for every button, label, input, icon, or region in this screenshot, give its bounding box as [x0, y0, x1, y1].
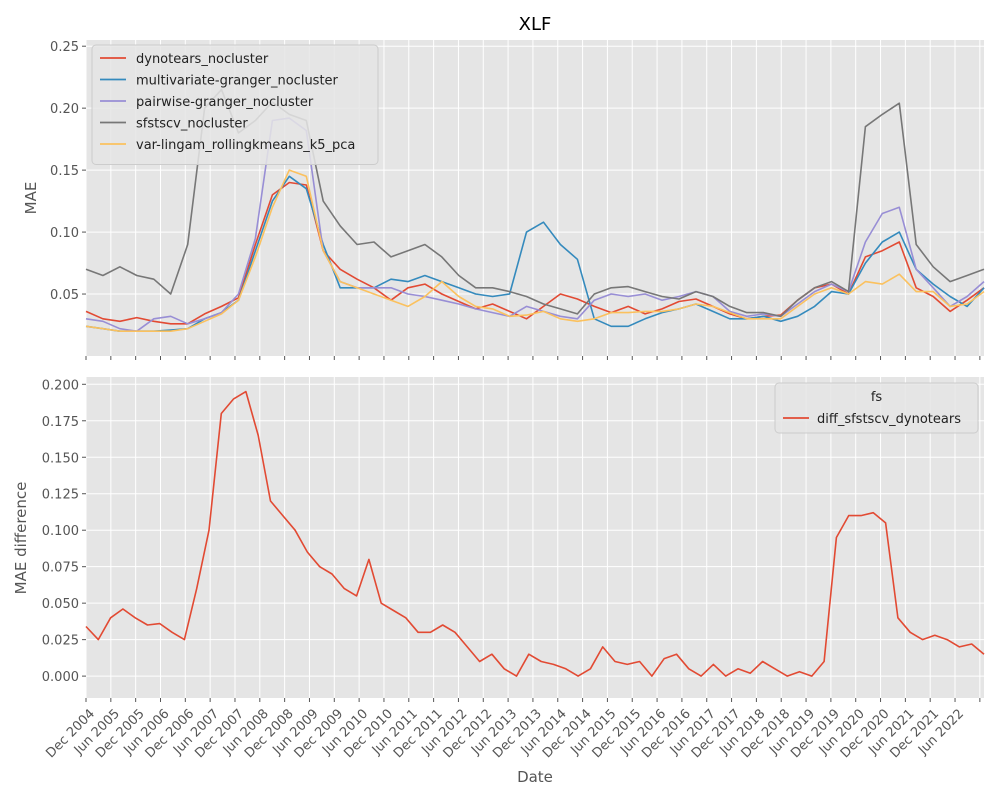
bottom-panel: 0.000 0.025 0.050 0.075 0.100 0.125 0.150 0.175… — [12, 377, 985, 786]
y-tick-label: 0.100 — [42, 524, 79, 539]
legend-title: fs — [871, 390, 883, 405]
y-tick-label: 0.075 — [42, 561, 79, 576]
legend-entry: diff_sfstscv_dynotears — [817, 412, 961, 427]
legend-entry: sfstscv_nocluster — [136, 117, 248, 132]
y-tick-label: 0.175 — [42, 415, 79, 430]
bottom-series-lines — [85, 390, 985, 677]
legend-entry: dynotears_nocluster — [136, 52, 269, 67]
legend-entry: pairwise-granger_nocluster — [136, 95, 314, 110]
y-tick-label: 0.000 — [42, 670, 79, 685]
top-panel: 0.05 0.10 0.15 0.20 0.25 MAE dynotears_noclu… — [22, 40, 985, 360]
y-tick-label: 0.025 — [42, 634, 79, 649]
x-axis-label: Date — [517, 768, 553, 786]
bottom-y-axis-label: MAE difference — [12, 482, 30, 595]
legend-box — [91, 44, 379, 165]
bottom-y-ticks: 0.000 0.025 0.050 0.075 0.100 0.125 0.150 0.175… — [42, 378, 86, 685]
y-tick-label: 0.10 — [50, 226, 79, 241]
series-line-pairwise-granger_nocluster — [85, 117, 985, 333]
y-tick-label: 0.15 — [50, 164, 79, 179]
y-tick-label: 0.125 — [42, 488, 79, 503]
legend-entry: multivariate-granger_nocluster — [136, 74, 339, 89]
y-tick-label: 0.25 — [50, 40, 79, 55]
y-tick-label: 0.200 — [42, 378, 79, 393]
y-tick-label: 0.150 — [42, 451, 79, 466]
legend-entry: var-lingam_rollingkmeans_k5_pca — [136, 138, 355, 153]
bottom-legend: fs diff_sfstscv_dynotears — [774, 382, 979, 434]
legend-box — [774, 382, 979, 434]
y-tick-label: 0.05 — [50, 288, 79, 303]
series-line-diff_sfstscv_dynotears — [85, 390, 985, 677]
y-tick-label: 0.050 — [42, 597, 79, 612]
y-tick-label: 0.20 — [50, 102, 79, 117]
top-y-ticks: 0.05 0.10 0.15 0.20 0.25 — [50, 40, 981, 360]
series-line-var-lingam_rollingkmeans_k5_pca — [85, 169, 985, 333]
chart-title: XLF — [519, 14, 552, 35]
top-legend: dynotears_nocluster multivariate-granger_… — [91, 44, 379, 165]
top-y-axis-label: MAE — [22, 182, 40, 215]
